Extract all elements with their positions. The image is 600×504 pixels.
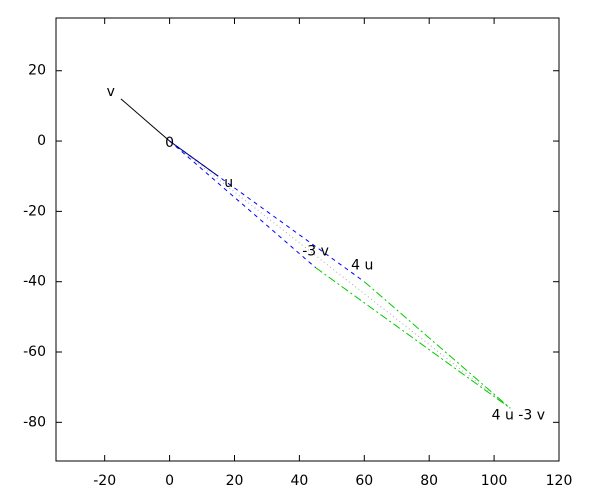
parallel-u [315,267,511,409]
x-tick-label: -20 [93,473,116,489]
vector-u [169,140,219,177]
x-tick-label: 60 [355,473,373,489]
point-label: 0 [165,135,174,151]
parallel-v [363,281,511,409]
point-label: -3 v [302,244,329,260]
y-tick-label: -40 [23,274,46,290]
plot-frame [55,17,560,462]
x-tick-label: 20 [226,473,244,489]
x-tick-label: 120 [546,473,573,489]
point-label: 4 u [351,258,373,274]
scaled-v [169,140,316,269]
point-label: u [224,175,233,191]
x-tick-label: 0 [165,473,174,489]
y-tick-label: -80 [23,414,46,430]
x-tick-label: 40 [290,473,308,489]
x-tick-label: 100 [481,473,508,489]
y-tick-label: 0 [37,133,46,149]
y-tick-label: 20 [28,63,46,79]
point-label: 4 u -3 v [492,407,545,423]
y-tick-label: -20 [23,203,46,219]
point-label: v [107,84,115,100]
sum-diagonal [169,140,511,409]
x-tick-label: 80 [420,473,438,489]
y-tick-label: -60 [23,344,46,360]
vector-v [120,98,170,142]
